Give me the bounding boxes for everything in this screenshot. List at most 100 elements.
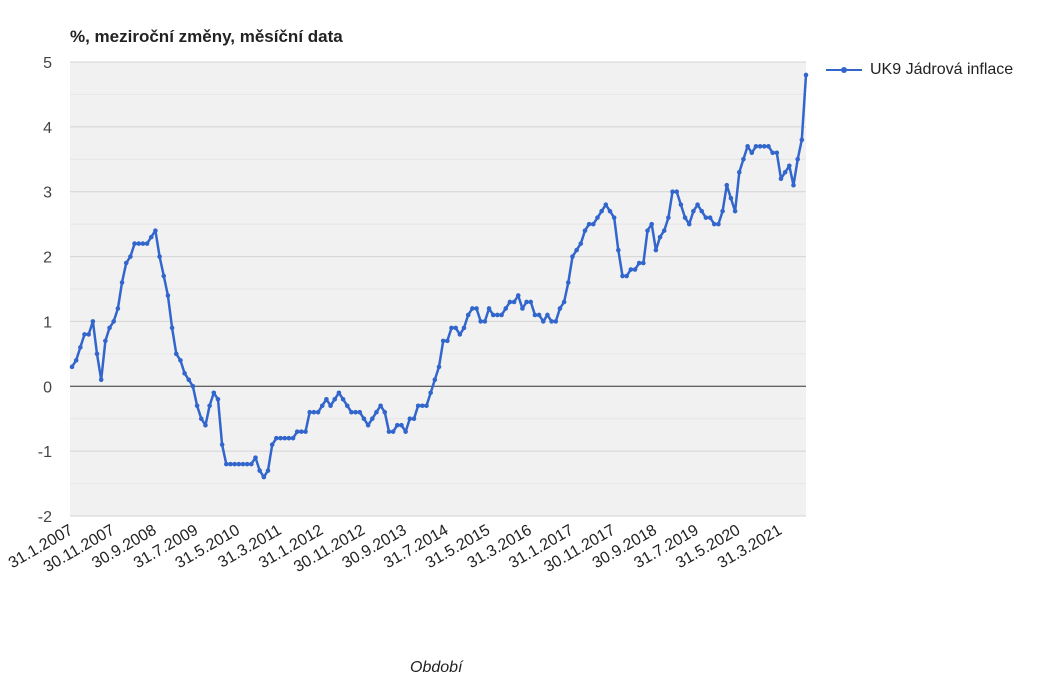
- data-point: [140, 241, 146, 246]
- data-point: [344, 403, 350, 409]
- data-point: [228, 461, 233, 467]
- legend[interactable]: UK9 Jádrová inflace: [826, 61, 1013, 79]
- data-point: [645, 228, 650, 233]
- legend-swatch: [826, 62, 862, 78]
- data-point: [787, 163, 792, 169]
- data-point: [382, 409, 388, 415]
- y-tick-label: -1: [38, 444, 52, 461]
- data-point: [691, 208, 696, 214]
- data-point: [365, 422, 371, 428]
- data-point: [128, 254, 133, 259]
- data-point: [595, 215, 600, 220]
- data-point: [178, 358, 183, 363]
- data-point: [207, 403, 212, 409]
- data-point: [203, 422, 208, 428]
- data-point: [119, 280, 125, 285]
- data-point: [328, 403, 333, 409]
- data-point: [386, 429, 392, 434]
- data-point: [224, 461, 229, 467]
- data-point: [349, 409, 354, 415]
- data-point: [490, 312, 496, 318]
- data-point: [503, 306, 509, 311]
- data-point: [244, 461, 250, 467]
- data-point: [315, 409, 321, 415]
- data-point: [670, 189, 675, 195]
- data-point: [294, 429, 300, 434]
- y-tick-label: -2: [38, 509, 52, 526]
- data-point: [153, 228, 158, 233]
- data-point: [649, 221, 654, 227]
- data-point: [336, 390, 342, 396]
- data-point: [215, 396, 221, 402]
- y-tick-label: 5: [43, 55, 52, 72]
- data-point: [695, 202, 700, 207]
- data-point: [499, 312, 504, 318]
- x-axis-ticks: 31.1.200730.11.200730.9.200831.7.200931.…: [6, 522, 785, 576]
- data-point: [332, 396, 338, 402]
- data-point: [632, 267, 638, 272]
- data-point: [515, 293, 521, 298]
- data-point: [565, 280, 571, 285]
- data-point: [774, 150, 780, 156]
- data-point: [561, 299, 567, 305]
- data-point: [253, 455, 258, 460]
- data-point: [236, 461, 242, 467]
- data-point: [457, 332, 463, 337]
- data-point: [616, 247, 621, 253]
- data-point: [165, 293, 171, 298]
- data-point: [782, 169, 788, 175]
- data-point: [636, 260, 642, 266]
- data-point: [198, 416, 204, 422]
- data-point: [770, 150, 775, 156]
- data-point: [549, 319, 554, 324]
- data-point: [524, 299, 529, 305]
- data-point: [240, 461, 246, 467]
- data-point: [173, 351, 179, 357]
- data-point: [132, 241, 137, 246]
- data-point: [766, 144, 771, 149]
- data-point: [265, 468, 271, 473]
- data-point: [369, 416, 375, 422]
- data-point: [686, 221, 692, 227]
- data-point: [728, 195, 734, 201]
- data-point: [478, 319, 484, 324]
- data-point: [290, 435, 296, 441]
- data-point: [574, 247, 579, 253]
- major-gridlines: [70, 61, 806, 517]
- data-point: [94, 351, 100, 357]
- data-point: [745, 144, 750, 149]
- data-point: [553, 319, 559, 324]
- data-point: [324, 396, 329, 402]
- data-point: [641, 260, 646, 266]
- data-point: [470, 306, 475, 311]
- data-point: [90, 319, 96, 324]
- data-point: [432, 377, 438, 383]
- data-point: [299, 429, 304, 434]
- data-point: [136, 241, 142, 246]
- data-point: [86, 332, 91, 337]
- data-point: [757, 144, 763, 149]
- data-point: [495, 312, 500, 318]
- y-tick-label: 1: [43, 314, 52, 331]
- data-point: [374, 409, 379, 415]
- data-point: [394, 422, 400, 428]
- data-point: [703, 215, 709, 220]
- data-point: [586, 221, 592, 227]
- data-point: [161, 273, 167, 279]
- data-point: [169, 325, 175, 331]
- data-point: [107, 325, 112, 331]
- data-point: [570, 254, 575, 259]
- data-point: [666, 215, 671, 220]
- data-point: [682, 215, 688, 220]
- data-point: [403, 429, 408, 434]
- data-point: [599, 208, 604, 214]
- y-axis-ticks: 5 4 3 2 1 0 -1 -2: [38, 55, 52, 526]
- data-point: [657, 234, 663, 240]
- data-point: [486, 306, 492, 311]
- data-point: [545, 312, 550, 318]
- data-point: [182, 371, 187, 376]
- data-point: [628, 267, 634, 272]
- data-point: [428, 390, 433, 396]
- data-point: [716, 221, 721, 227]
